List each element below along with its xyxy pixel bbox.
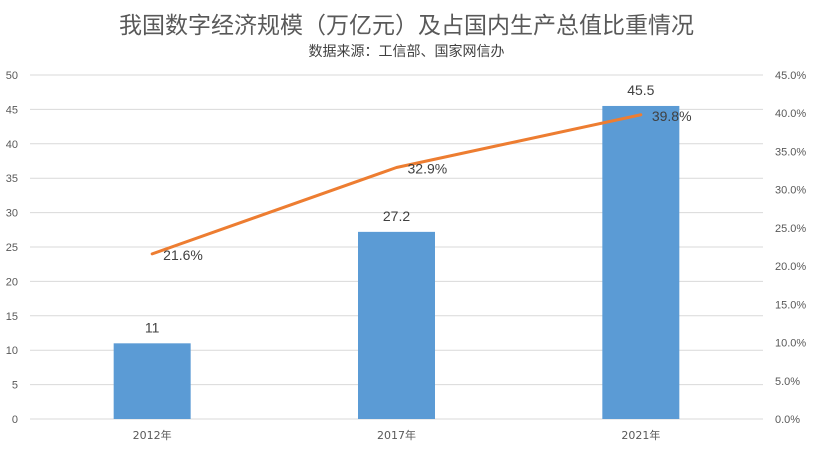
y-right-tick-label: 45.0% [775,70,806,82]
bar-data-label: 27.2 [383,208,410,224]
y-left-tick-label: 50 [6,70,18,82]
x-tick-label: 2017年 [377,428,416,442]
series-line [150,113,643,256]
y-left-tick-label: 15 [6,311,18,323]
chart-subtitle: 数据来源：工信部、国家网信办 [308,44,505,60]
y-right-tick-label: 10.0% [775,338,806,350]
x-tick-label: 2012年 [133,428,172,442]
bar [113,343,191,419]
y-left-tick-label: 35 [6,173,18,185]
bar [358,231,435,419]
x-tick-label: 2021年 [621,428,660,442]
line-data-label: 21.6% [163,247,203,263]
line-data-label: 32.9% [408,160,448,176]
y-left-tick-label: 0 [12,414,18,426]
y-right-tick-label: 30.0% [775,185,806,197]
y-left-tick-label: 45 [6,104,18,116]
bar-data-label: 45.5 [627,82,654,98]
y-left-tick-label: 10 [6,345,18,357]
line-data-label: 39.8% [652,108,692,124]
y-right-tick-label: 20.0% [775,261,806,273]
y-left-tick-label: 5 [12,380,18,392]
y-right-tick-label: 40.0% [775,108,806,120]
y-right-tick-label: 25.0% [775,223,806,235]
y-left-tick-label: 30 [6,208,18,220]
bar-data-label: 11 [145,319,160,335]
y-right-tick-label: 15.0% [775,299,806,311]
y-left-tick-label: 20 [6,276,18,288]
y-left-tick-label: 40 [6,139,18,151]
chart-title: 我国数字经济规模（万亿元）及占国内生产总值比重情况 [119,13,694,39]
y-right-tick-label: 5.0% [775,376,800,388]
y-right-tick-label: 0.0% [775,414,800,426]
y-right-tick-label: 35.0% [775,146,806,158]
y-left-tick-label: 25 [6,242,18,254]
bar [602,105,680,420]
